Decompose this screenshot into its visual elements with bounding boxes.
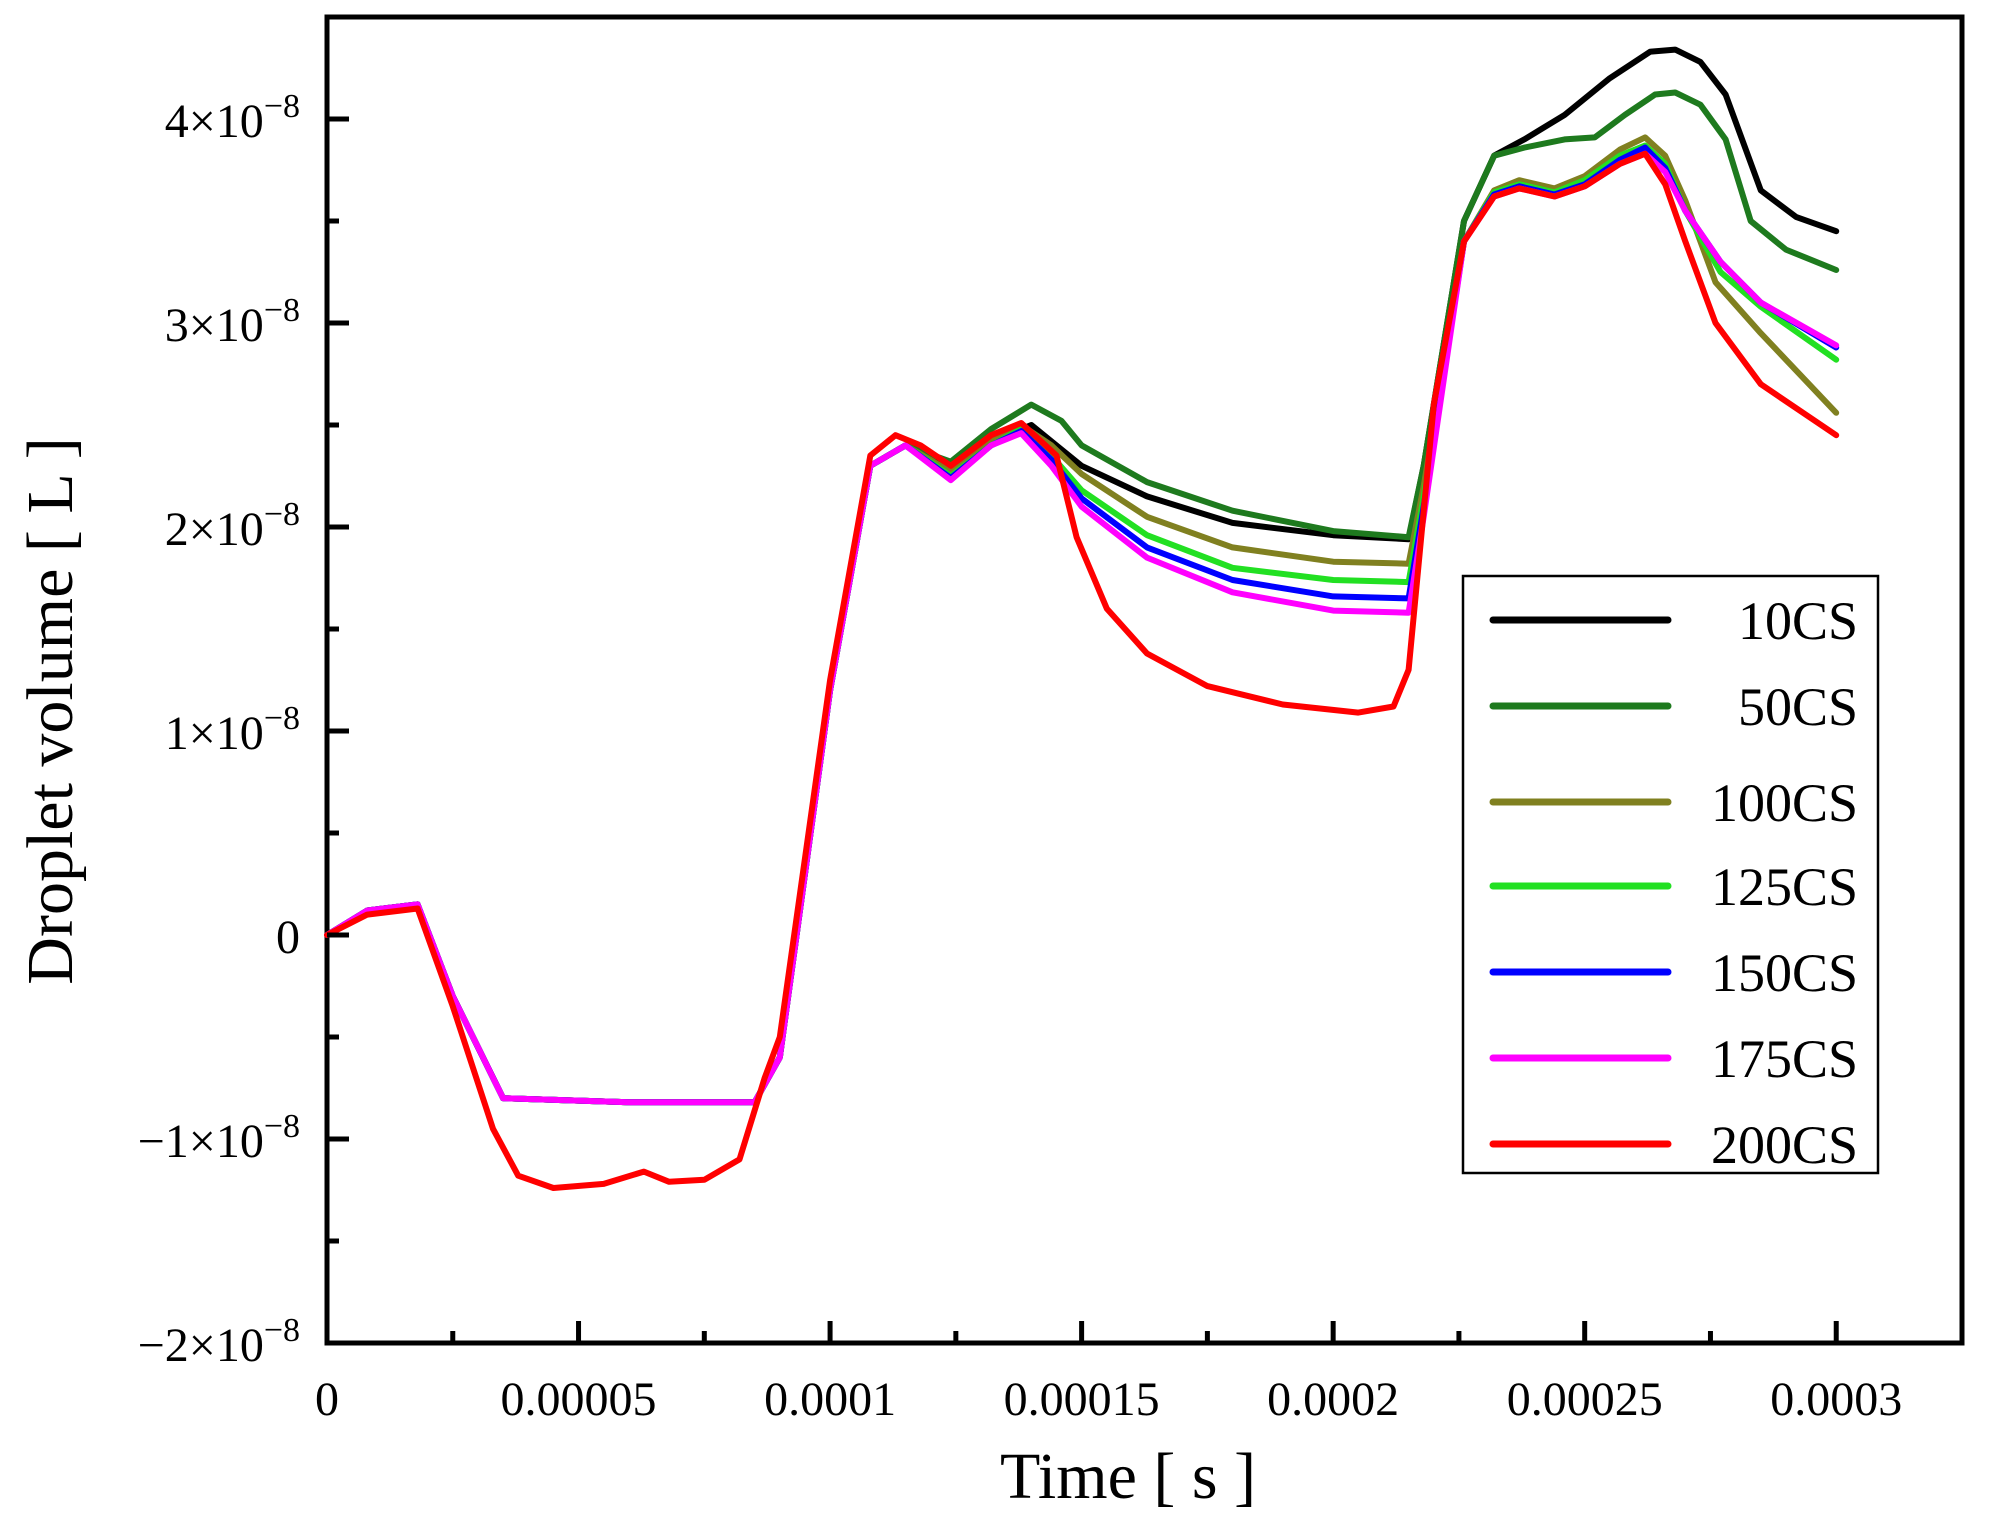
ticks-layer: [324, 116, 1839, 1346]
y-tick-label: 4×10−8: [165, 88, 300, 148]
y-tick-label: −1×10−8: [138, 1108, 300, 1168]
legend-box: [1461, 574, 1880, 1175]
legend: 10CS 50CS 100CS 125CS 150CS 175CS 200CS: [1461, 574, 1880, 1175]
legend-label-10cs: 10CS: [1738, 591, 1858, 651]
y-tick-label: −2×10−8: [138, 1312, 300, 1372]
x-tick-label: 0.00015: [1004, 1373, 1160, 1426]
x-tick-label: 0.00005: [501, 1373, 657, 1426]
legend-label-50cs: 50CS: [1738, 677, 1858, 737]
y-tick-label: 1×10−8: [165, 700, 300, 760]
y-tick-label: 2×10−8: [165, 496, 300, 556]
legend-label-125cs: 125CS: [1711, 857, 1858, 917]
plot-frame: [324, 14, 1965, 1346]
x-tick-label: 0.0003: [1770, 1373, 1902, 1426]
x-tick-label: 0.0002: [1267, 1373, 1399, 1426]
series-layer: [324, 46, 1840, 1191]
x-tick-label: 0.0001: [764, 1373, 896, 1426]
series-line-200cs: [324, 150, 1840, 1191]
y-tick-exponent: −8: [264, 700, 300, 737]
legend-label-150cs: 150CS: [1711, 943, 1858, 1003]
y-tick-exponent: −8: [264, 88, 300, 125]
legend-label-200cs: 200CS: [1711, 1115, 1858, 1175]
y-axis-title: Droplet volume [ L ]: [14, 437, 87, 984]
y-tick-exponent: −8: [264, 292, 300, 329]
x-tick-label: 0: [315, 1373, 339, 1426]
y-tick-exponent: −8: [264, 1108, 300, 1145]
x-tick-labels: 0 0.00005 0.0001 0.00015 0.0002 0.00025 0.0003: [315, 1373, 1902, 1426]
x-tick-label: 0.00025: [1507, 1373, 1663, 1426]
y-tick-label: 0: [276, 911, 300, 964]
y-tick-labels: −2×10−8 −1×10−8 0 1×10−8 2×10−8 3×10−8 4×10−8: [138, 88, 300, 1372]
x-axis-title: Time [ s ]: [1000, 1440, 1256, 1513]
y-tick-label: 3×10−8: [165, 292, 300, 352]
y-tick-exponent: −8: [264, 1312, 300, 1349]
legend-label-100cs: 100CS: [1711, 773, 1858, 833]
y-tick-exponent: −8: [264, 496, 300, 533]
legend-label-175cs: 175CS: [1711, 1029, 1858, 1089]
